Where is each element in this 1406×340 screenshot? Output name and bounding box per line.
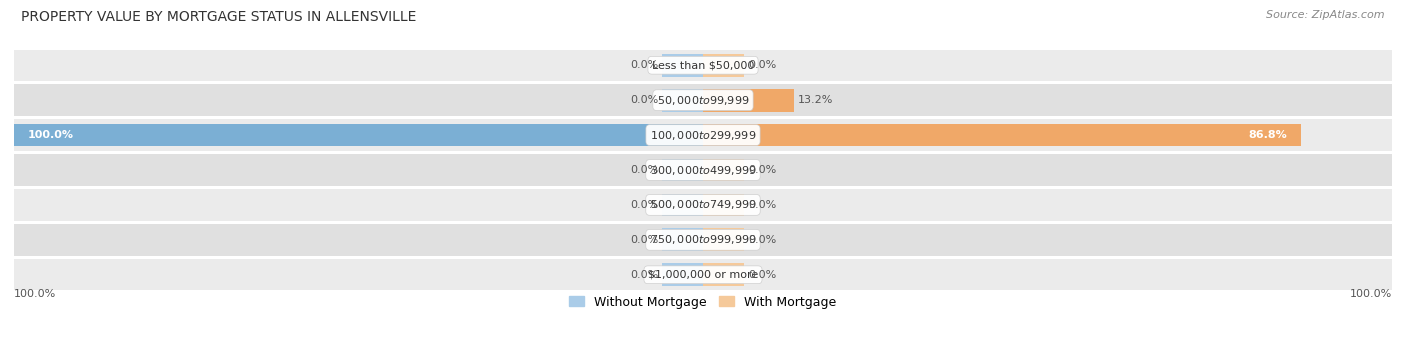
Text: 100.0%: 100.0% (1350, 289, 1392, 299)
Text: 0.0%: 0.0% (748, 165, 776, 175)
Bar (14, 84, 1392, 116)
Bar (14, 189, 1392, 221)
Text: Source: ZipAtlas.com: Source: ZipAtlas.com (1267, 10, 1385, 20)
Text: PROPERTY VALUE BY MORTGAGE STATUS IN ALLENSVILLE: PROPERTY VALUE BY MORTGAGE STATUS IN ALL… (21, 10, 416, 24)
Bar (703, 228, 744, 251)
Text: $750,000 to $999,999: $750,000 to $999,999 (650, 233, 756, 246)
Text: 0.0%: 0.0% (748, 270, 776, 280)
Bar (703, 264, 744, 286)
Bar (703, 193, 744, 216)
Text: $300,000 to $499,999: $300,000 to $499,999 (650, 164, 756, 176)
Legend: Without Mortgage, With Mortgage: Without Mortgage, With Mortgage (564, 291, 842, 313)
Bar (14, 124, 703, 147)
Bar (703, 54, 744, 76)
Bar (14, 259, 1392, 290)
Bar (14, 224, 1392, 256)
Bar (14, 154, 1392, 186)
Text: 0.0%: 0.0% (630, 95, 658, 105)
Text: 0.0%: 0.0% (748, 235, 776, 245)
Text: 86.8%: 86.8% (1249, 130, 1288, 140)
Bar (14, 119, 1392, 151)
Text: $1,000,000 or more: $1,000,000 or more (648, 270, 758, 280)
Text: 0.0%: 0.0% (630, 235, 658, 245)
Bar (662, 193, 703, 216)
Text: 13.2%: 13.2% (797, 95, 832, 105)
Text: $100,000 to $299,999: $100,000 to $299,999 (650, 129, 756, 141)
Text: 100.0%: 100.0% (28, 130, 75, 140)
Bar (662, 159, 703, 181)
Text: 0.0%: 0.0% (630, 60, 658, 70)
Bar (662, 89, 703, 112)
Text: 0.0%: 0.0% (630, 165, 658, 175)
Bar (703, 159, 744, 181)
Bar (662, 264, 703, 286)
Text: 0.0%: 0.0% (748, 200, 776, 210)
Text: Less than $50,000: Less than $50,000 (652, 60, 754, 70)
Bar (703, 124, 1301, 147)
Bar (662, 54, 703, 76)
Text: $500,000 to $749,999: $500,000 to $749,999 (650, 199, 756, 211)
Bar (703, 89, 794, 112)
Text: 100.0%: 100.0% (14, 289, 56, 299)
Bar (662, 228, 703, 251)
Text: 0.0%: 0.0% (630, 200, 658, 210)
Text: $50,000 to $99,999: $50,000 to $99,999 (657, 94, 749, 107)
Text: 0.0%: 0.0% (748, 60, 776, 70)
Text: 0.0%: 0.0% (630, 270, 658, 280)
Bar (14, 50, 1392, 81)
